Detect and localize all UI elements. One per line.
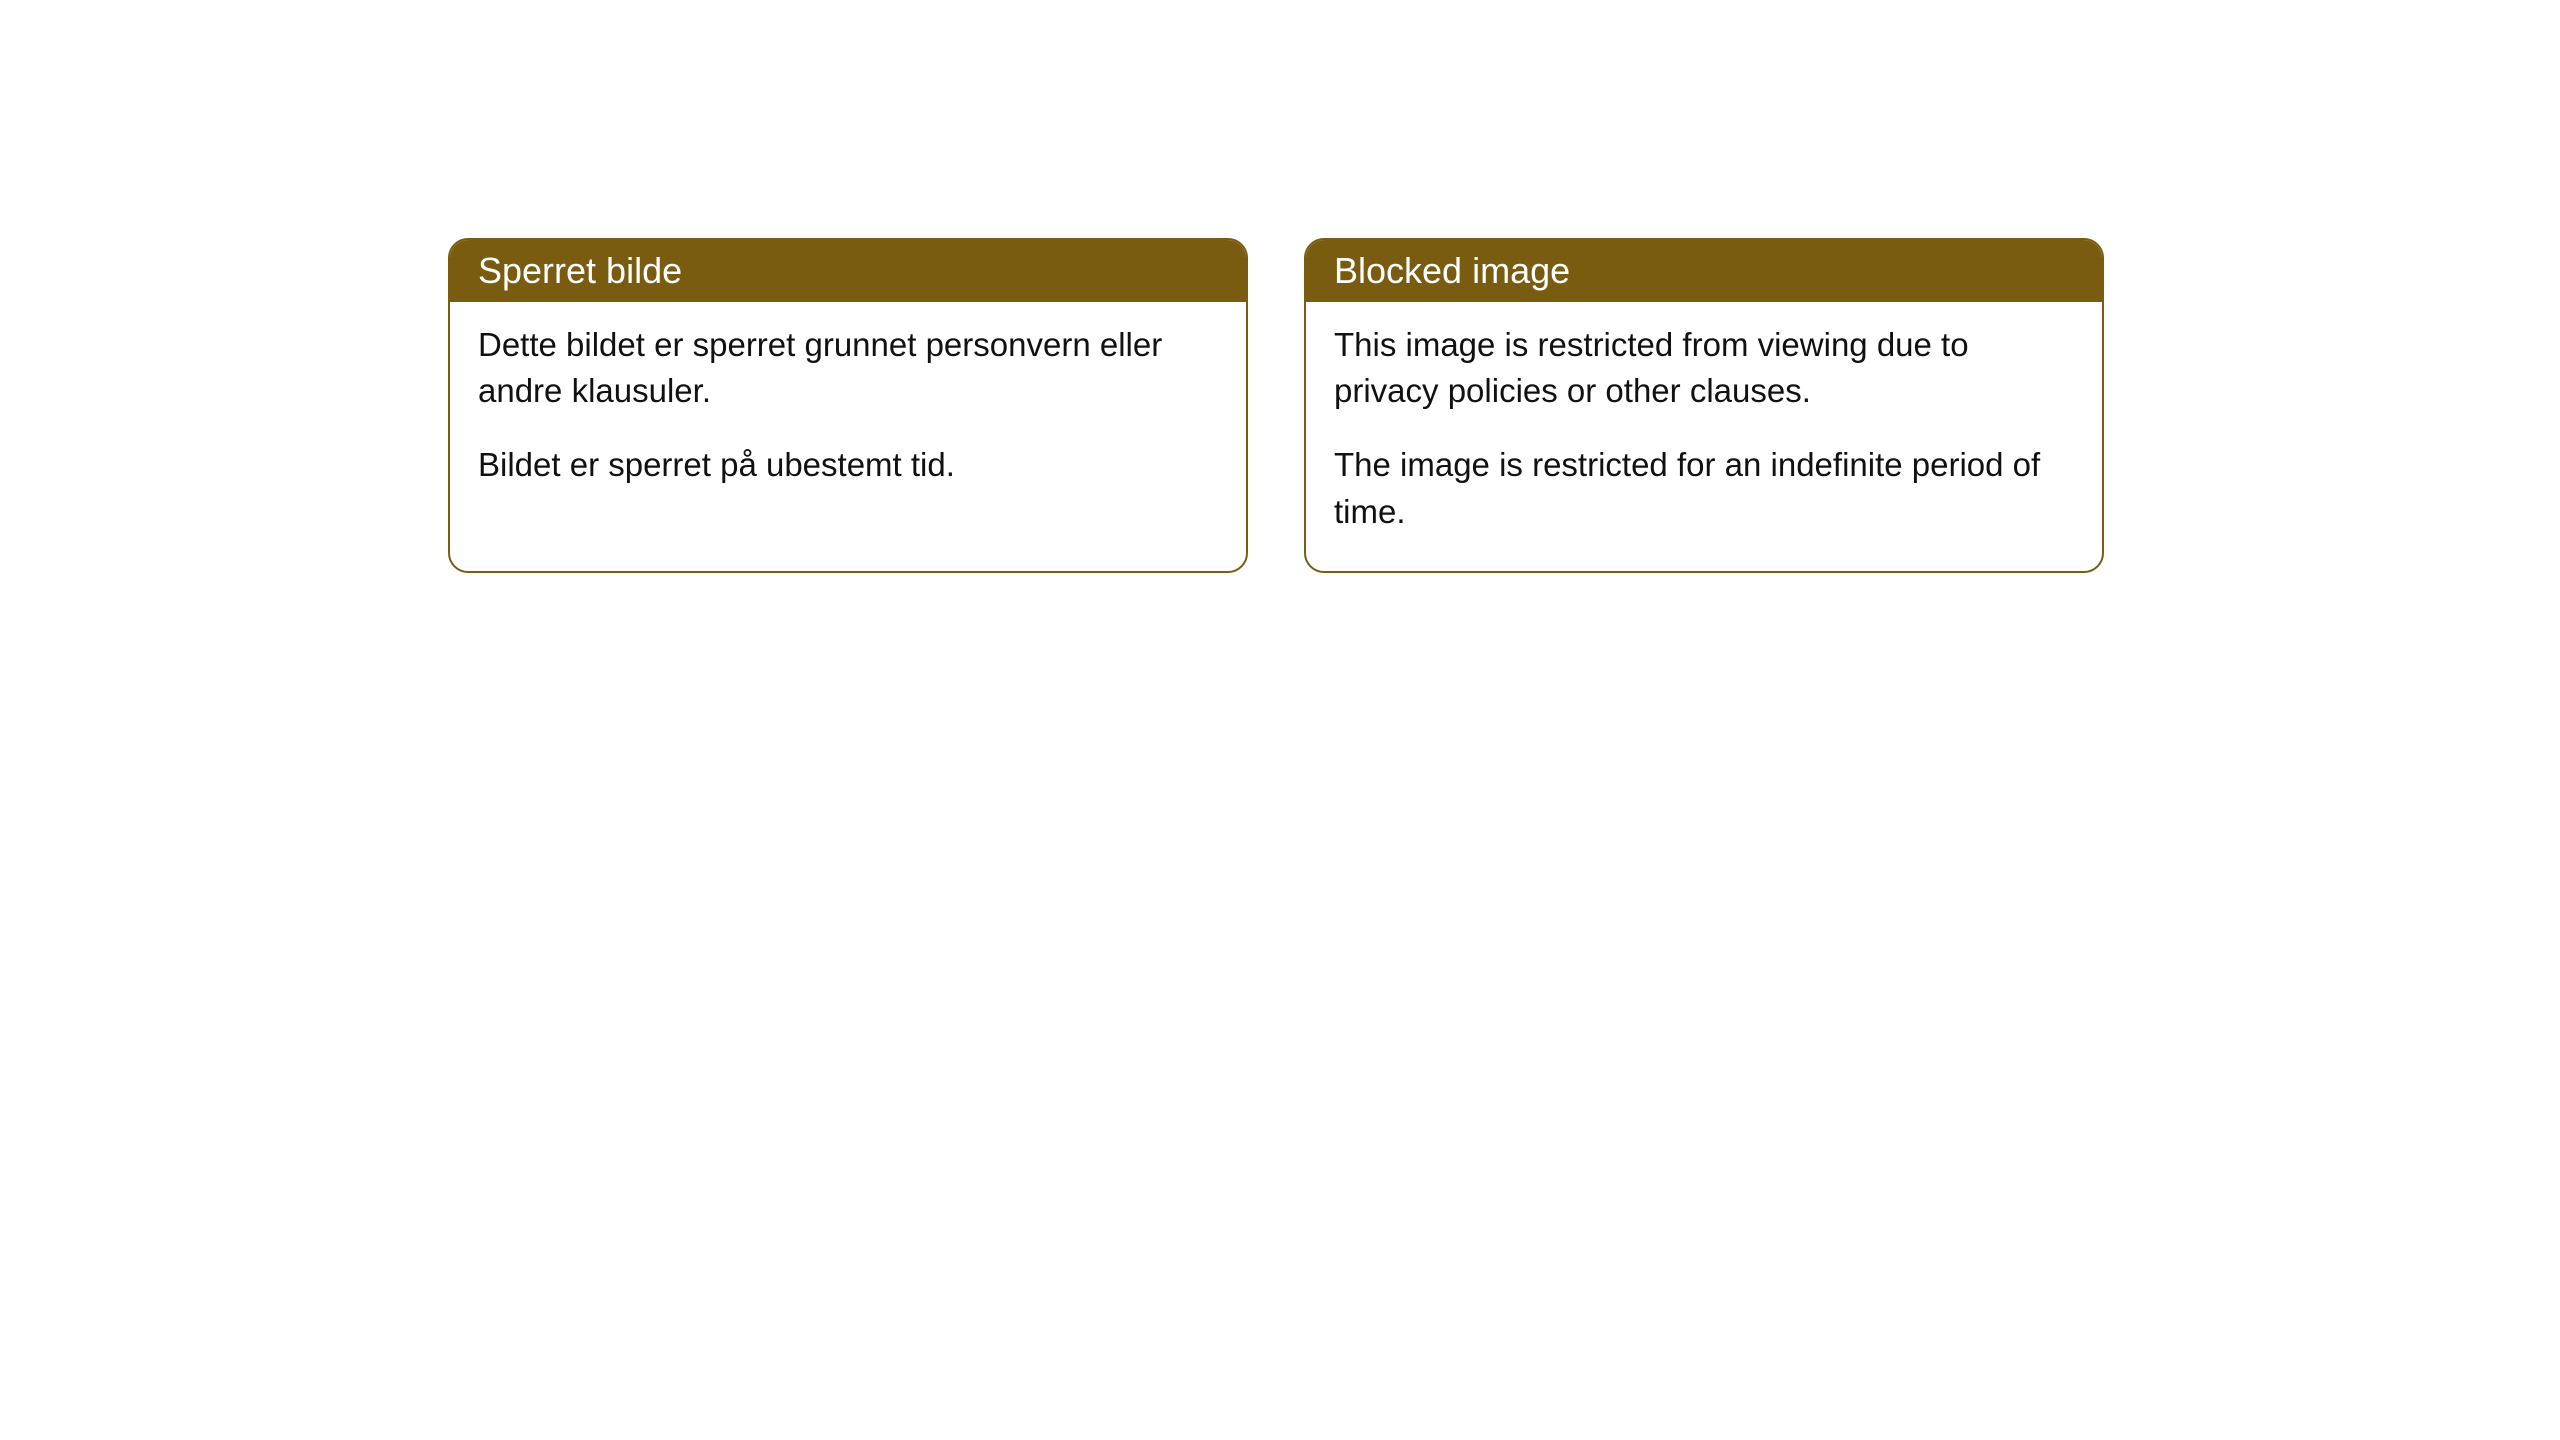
notice-paragraph-2-norwegian: Bildet er sperret på ubestemt tid. <box>478 442 1218 488</box>
notice-paragraph-1-english: This image is restricted from viewing du… <box>1334 322 2074 414</box>
notice-body-norwegian: Dette bildet er sperret grunnet personve… <box>450 302 1246 525</box>
notice-body-english: This image is restricted from viewing du… <box>1306 302 2102 571</box>
notice-paragraph-1-norwegian: Dette bildet er sperret grunnet personve… <box>478 322 1218 414</box>
notice-box-norwegian: Sperret bilde Dette bildet er sperret gr… <box>448 238 1248 573</box>
notice-box-english: Blocked image This image is restricted f… <box>1304 238 2104 573</box>
notice-container: Sperret bilde Dette bildet er sperret gr… <box>0 0 2560 573</box>
notice-title-norwegian: Sperret bilde <box>478 250 682 291</box>
notice-title-english: Blocked image <box>1334 250 1570 291</box>
notice-header-norwegian: Sperret bilde <box>450 240 1246 302</box>
notice-header-english: Blocked image <box>1306 240 2102 302</box>
notice-paragraph-2-english: The image is restricted for an indefinit… <box>1334 442 2074 534</box>
